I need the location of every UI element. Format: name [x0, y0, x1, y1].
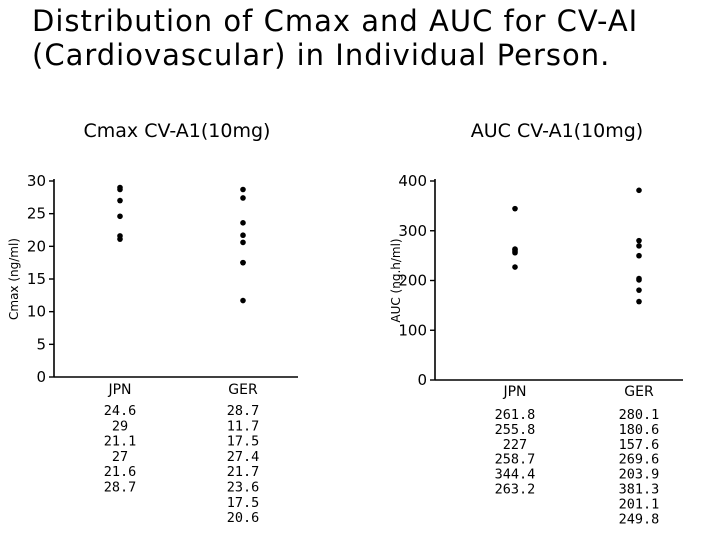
auc-value-label: 344.4 [495, 467, 536, 483]
auc-data-point [636, 298, 642, 305]
auc-value-label: 258.7 [495, 452, 536, 468]
cmax-data-point [240, 195, 246, 201]
cmax-value-label: 28.7 [104, 480, 137, 496]
cmax-value-label: 28.7 [227, 403, 260, 419]
auc-value-label: 269.6 [619, 452, 660, 468]
cmax-value-label: 20.6 [227, 510, 260, 526]
auc-value-label: 249.8 [619, 511, 660, 527]
cmax-data-point [240, 232, 246, 239]
cmax-value-label: 21.7 [227, 464, 260, 480]
cmax-value-label: 24.6 [104, 403, 137, 419]
auc-data-point [512, 248, 518, 255]
cmax-data-point [240, 220, 246, 226]
auc-y-tick-label: 300 [398, 222, 427, 240]
cmax-y-tick-label: 0 [36, 368, 46, 386]
auc-y-axis-label: AUC (ng.h/ml) [389, 238, 403, 322]
auc-data-point [512, 249, 518, 256]
auc-data-point [512, 205, 518, 212]
auc-chart-title: AUC CV-A1(10mg) [471, 120, 643, 142]
cmax-data-point [117, 197, 123, 204]
cmax-data-point [117, 184, 123, 191]
cmax-category-label: GER [228, 382, 258, 398]
auc-data-point [636, 237, 642, 244]
cmax-y-tick-label: 30 [27, 172, 46, 190]
cmax-y-tick-label: 5 [36, 335, 46, 353]
page-title-line-1: Distribution of Cmax and AUC for CV-AI [32, 4, 639, 38]
auc-value-label: 261.8 [495, 407, 536, 423]
auc-y-tick-label: 400 [398, 172, 427, 190]
cmax-data-point [117, 213, 123, 220]
cmax-data-point [240, 297, 246, 304]
auc-data-point [636, 287, 642, 293]
cmax-value-label: 27.4 [227, 449, 260, 465]
auc-category-label: GER [624, 384, 654, 400]
cmax-value-label: 17.5 [227, 495, 260, 511]
cmax-data-point [117, 233, 123, 239]
cmax-y-tick-label: 25 [27, 205, 46, 223]
cmax-data-point [240, 259, 246, 266]
auc-value-label: 381.3 [619, 482, 660, 498]
cmax-data-point [240, 239, 246, 246]
auc-value-label: 180.6 [619, 422, 660, 438]
auc-data-point [636, 243, 642, 249]
auc-value-label: 157.6 [619, 437, 660, 453]
auc-y-tick-label: 200 [398, 272, 427, 290]
auc-value-label: 203.9 [619, 467, 660, 483]
auc-data-point [636, 252, 642, 259]
cmax-y-tick-label: 10 [27, 303, 46, 321]
cmax-y-tick-label: 20 [27, 237, 46, 255]
cmax-value-label: 21.1 [104, 434, 137, 450]
cmax-value-label: 11.7 [227, 418, 260, 434]
auc-data-point [512, 264, 518, 270]
cmax-value-label: 23.6 [227, 480, 260, 496]
cmax-data-point [117, 236, 123, 242]
auc-y-tick-label: 100 [398, 321, 427, 339]
auc-y-tick-label: 0 [417, 371, 427, 389]
cmax-value-label: 29 [112, 418, 128, 434]
cmax-data-point [240, 186, 246, 193]
auc-value-label: 255.8 [495, 422, 536, 438]
auc-category-label: JPN [502, 384, 526, 400]
auc-value-label: 227 [503, 437, 527, 453]
auc-value-label: 201.1 [619, 496, 660, 512]
cmax-value-label: 17.5 [227, 434, 260, 450]
auc-data-point [512, 246, 518, 253]
page-title-line-2: (Cardiovascular) in Individual Person. [32, 38, 611, 72]
cmax-chart-title: Cmax CV-A1(10mg) [84, 120, 271, 142]
auc-value-label: 263.2 [495, 482, 536, 498]
cmax-data-point [117, 186, 123, 193]
auc-data-point [636, 187, 642, 194]
auc-data-point [636, 275, 642, 282]
cmax-y-axis-label: Cmax (ng/ml) [7, 238, 21, 320]
cmax-value-label: 27 [112, 449, 128, 465]
cmax-data-point [240, 259, 246, 266]
auc-value-label: 280.1 [619, 407, 660, 423]
auc-data-point [636, 277, 642, 283]
auc-data-point [512, 246, 518, 252]
cmax-category-label: JPN [107, 382, 131, 398]
cmax-y-tick-label: 15 [27, 270, 46, 288]
cmax-value-label: 21.6 [104, 464, 137, 480]
